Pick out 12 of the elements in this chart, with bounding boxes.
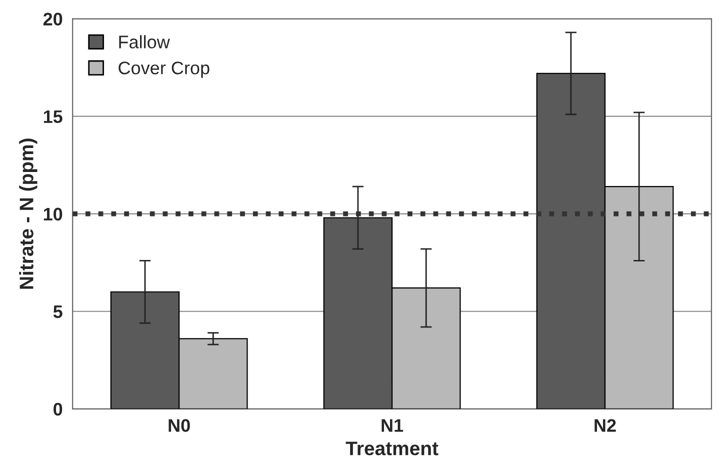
legend-label: Fallow [119,35,170,48]
x-tick-label: N0 [168,419,190,432]
x-axis-title: Treatment [346,442,438,456]
y-tick-label: 0 [54,402,62,416]
y-tick-label: 20 [43,12,62,26]
x-tick-label: N1 [382,419,404,432]
y-axis-title: Nitrate - N (ppm) [19,138,38,289]
legend-label: Cover Crop [118,62,210,78]
y-tick-label: 5 [53,305,62,318]
y-tick-label: 10 [44,208,62,221]
y-tick-label: 15 [44,110,62,124]
x-tick-label: N2 [594,419,616,432]
